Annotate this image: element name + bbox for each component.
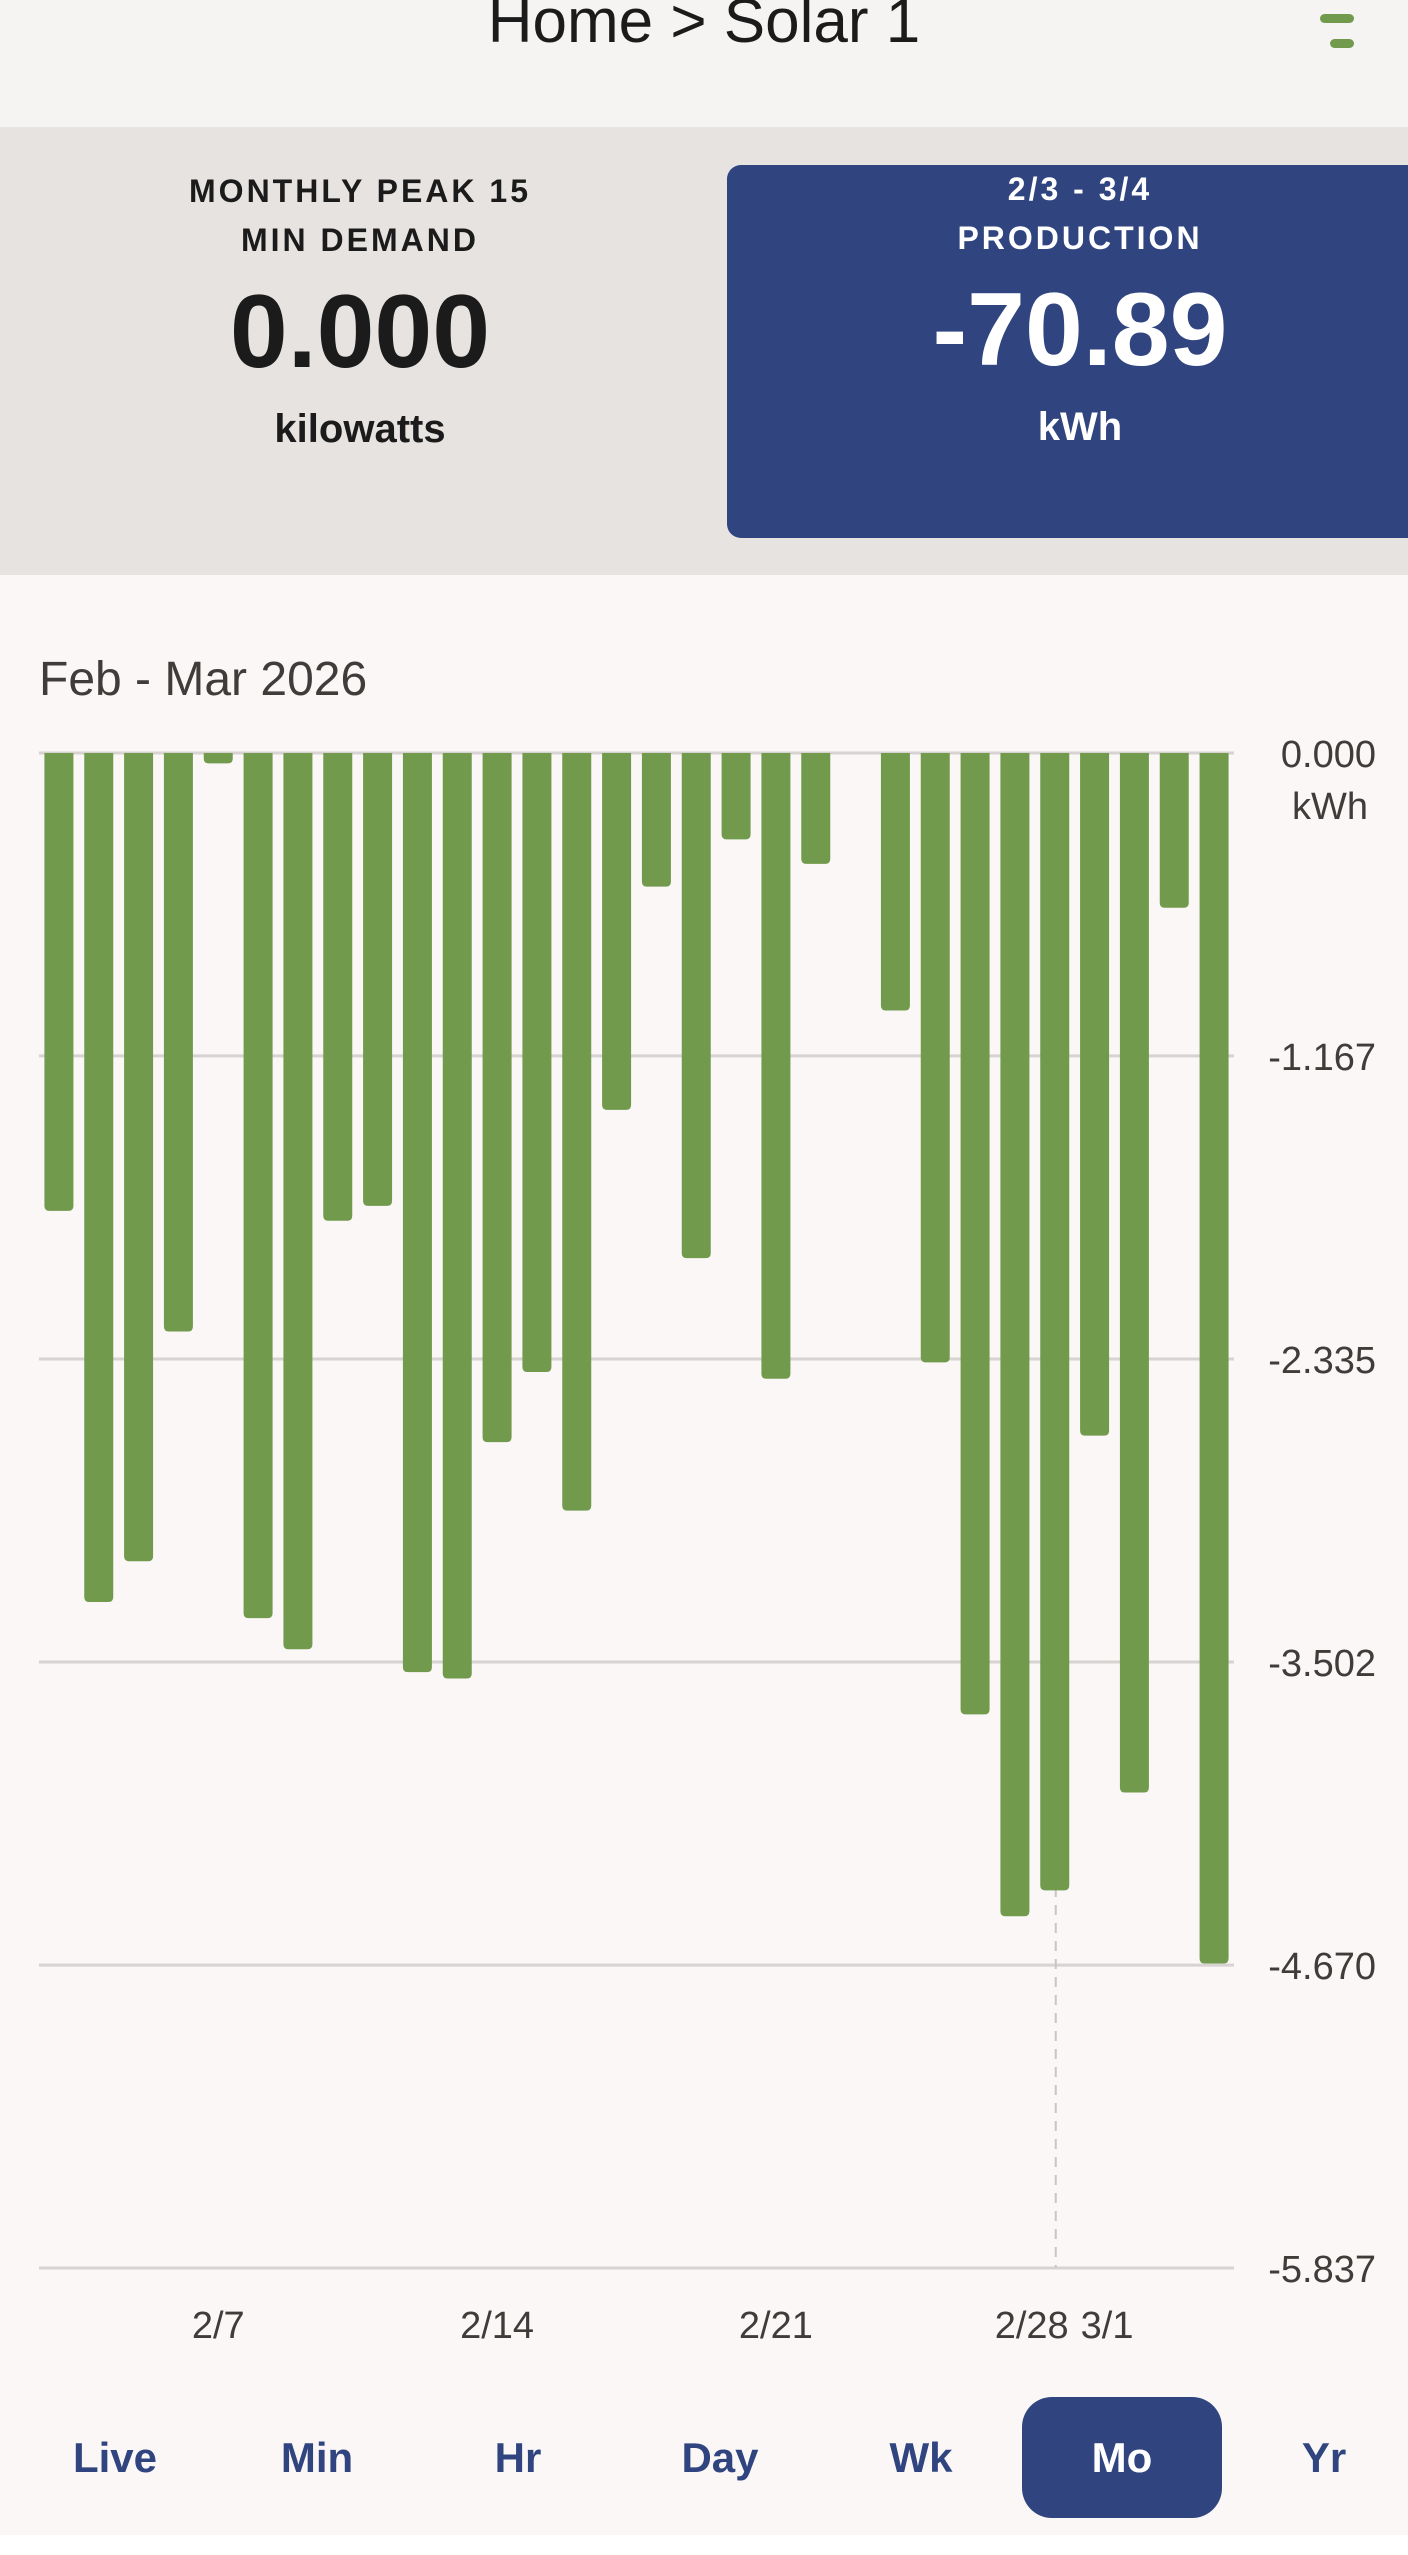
bar-2/4[interactable] [84,753,114,1602]
tab-yr[interactable]: Yr [1301,2433,1347,2481]
bar-2/13[interactable] [442,753,472,1679]
page-title: Home > Solar 1 [487,0,921,56]
demand-card: MONTHLY PEAK 15 MIN DEMAND 0.000 kilowat… [0,167,720,452]
filter-menu-icon[interactable] [1320,14,1376,54]
chart-title: Feb - Mar 2026 [39,653,368,706]
y-tick-label: -5.837 [1268,2249,1376,2291]
production-value: -70.89 [932,272,1228,388]
bar-2/11[interactable] [363,753,393,1206]
bar-2/24[interactable] [880,753,910,1011]
bar-2/19[interactable] [681,753,711,1259]
bar-2/12[interactable] [402,753,432,1673]
bar-2/18[interactable] [641,753,671,887]
bar-2/28[interactable] [1040,753,1070,1891]
bar-2/21[interactable] [761,753,791,1379]
summary-panel: MONTHLY PEAK 15 MIN DEMAND 0.000 kilowat… [0,127,1408,575]
bar-2/8[interactable] [243,753,273,1619]
y-unit-label: kWh [1292,786,1368,828]
production-card[interactable]: 2/3 - 3/4 PRODUCTION -70.89 kWh [727,165,1408,538]
bar-2/5[interactable] [124,753,154,1562]
bar-chart[interactable]: 0.000 kWh -1.167 -2.335 -3.502 -4.670 -5.837 2/… [0,0,1408,2390]
y-tick-label: -2.335 [1268,1340,1376,1382]
x-tick-label: 2/21 [739,2305,813,2347]
x-tick-label: 2/14 [460,2305,534,2347]
bar-2/26[interactable] [960,753,990,1715]
production-unit: kWh [1037,405,1123,449]
production-label: PRODUCTION [957,220,1203,256]
x-tick-label: 2/28 [995,2305,1069,2347]
footer-strip [0,2535,1408,2555]
bar-2/10[interactable] [323,753,353,1221]
bar-2/9[interactable] [283,753,313,1650]
y-tick-label: 0.000 [1281,734,1376,776]
bar-3/4[interactable] [1199,753,1229,1964]
bar-2/17[interactable] [602,753,632,1110]
y-tick-label: -4.670 [1268,1946,1376,1988]
tab-live[interactable]: Live [72,2433,158,2481]
bar-2/15[interactable] [522,753,552,1373]
tab-min[interactable]: Min [280,2433,354,2481]
bar-2/20[interactable] [721,753,751,840]
bar-3/3[interactable] [1159,753,1189,908]
demand-label-2: MIN DEMAND [241,222,479,258]
demand-label-1: MONTHLY PEAK 15 [189,173,531,209]
y-tick-label: -1.167 [1268,1037,1376,1079]
x-tick-label: 2/7 [192,2305,245,2347]
bar-2/22[interactable] [801,753,831,864]
bar-2/16[interactable] [562,753,592,1511]
bar-3/1[interactable] [1080,753,1110,1436]
tab-day[interactable]: Day [681,2433,759,2481]
tab-hr[interactable]: Hr [494,2433,542,2481]
y-tick-label: -3.502 [1268,1643,1376,1685]
x-tick-label: 3/1 [1081,2305,1134,2347]
tab-wk[interactable]: Wk [889,2433,953,2481]
bar-2/3[interactable] [44,753,74,1211]
bar-2/7[interactable] [203,753,233,764]
bar-2/6[interactable] [163,753,193,1332]
bar-2/25[interactable] [920,753,950,1363]
production-range: 2/3 - 3/4 [1007,171,1153,207]
header: Home > Solar 1 [0,0,1408,127]
range-tabs: Live Min Hr Day Wk Mo Yr [0,2397,1408,2518]
demand-value: 0.000 [229,274,491,390]
bar-2/27[interactable] [1000,753,1030,1917]
bar-3/2[interactable] [1119,753,1149,1793]
demand-unit: kilowatts [274,407,446,451]
tab-mo[interactable]: Mo [1022,2397,1222,2518]
bar-2/14[interactable] [482,753,512,1443]
